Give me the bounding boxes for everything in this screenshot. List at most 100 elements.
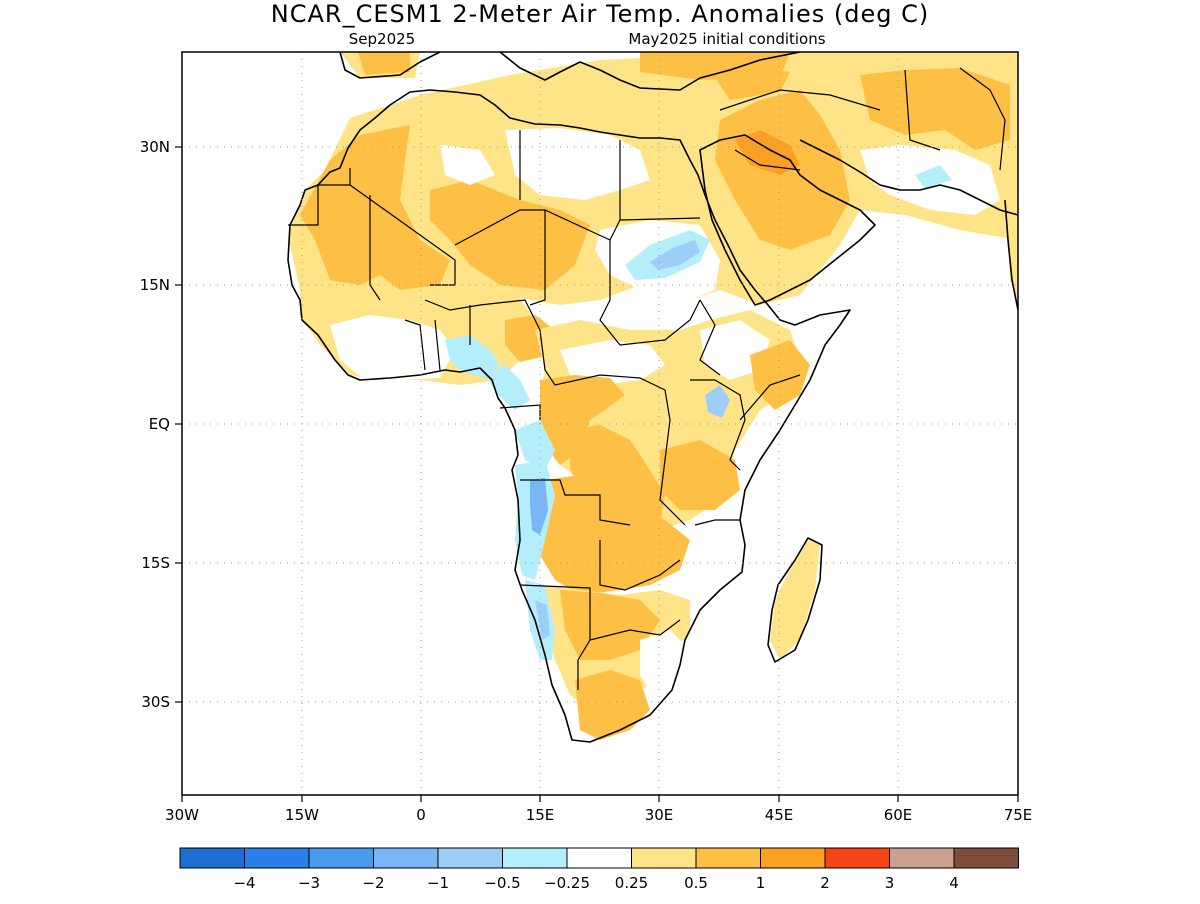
anomaly-region-sahara-neutral [440, 145, 495, 185]
border-line [699, 299, 721, 376]
lon-label-15e: 15E [526, 806, 555, 824]
anomaly-region-namibia-warm [560, 590, 660, 660]
colorbar-swatch [244, 847, 310, 869]
border-line [739, 374, 801, 421]
colorbar-swatch [373, 847, 439, 869]
colorbar: −4 −3 −2 −1 −0.5 −0.25 0.25 0.5 1 2 3 4 [179, 847, 1019, 892]
anomaly-region-cameroon-cool [485, 365, 530, 410]
border-line [404, 319, 426, 371]
anomaly-field-layer [288, 52, 1018, 740]
anomaly-region-angola-coast-cooler [530, 478, 548, 535]
border-line [288, 168, 351, 226]
anomaly-region-turkey [710, 65, 790, 100]
colorbar-swatch [631, 847, 697, 869]
border-line [499, 404, 541, 420]
border-line [539, 329, 666, 391]
map-subtitle-init: May2025 initial conditions [628, 30, 825, 48]
colorbar-swatch [566, 847, 632, 869]
colorbar-label: 3 [885, 874, 895, 892]
anomaly-region-iraq [735, 130, 800, 175]
tick-marks [175, 146, 1019, 802]
gulf-coastline [799, 139, 1018, 216]
anomaly-region-south-africa-neutral [640, 630, 690, 700]
arabia-coastline [699, 134, 876, 306]
anomaly-region-horn-warm [750, 340, 810, 410]
anomaly-region-india-warm [1005, 200, 1018, 300]
colorbar-label: −4 [233, 874, 255, 892]
lon-label-30w: 30W [165, 806, 199, 824]
border-line [520, 479, 631, 526]
colorbar-swatch [502, 847, 568, 869]
colorbar-swatch [760, 847, 826, 869]
border-line [529, 210, 546, 306]
border-line [519, 584, 591, 640]
lon-label-60e: 60E [884, 806, 913, 824]
border-line [599, 540, 681, 591]
latitude-labels: 30N 15N EQ 15S 30S [140, 138, 170, 711]
map-title: NCAR_CESM1 2-Meter Air Temp. Anomalies (… [271, 0, 929, 28]
colorbar-swatch [308, 847, 374, 869]
colorbar-swatch [889, 847, 955, 869]
border-line [454, 209, 701, 246]
border-line [577, 639, 591, 690]
anomaly-region-namibia-coast-cooler [535, 600, 550, 640]
colorbar-swatch [437, 847, 503, 869]
colorbar-label: 2 [820, 874, 830, 892]
border-line [904, 69, 941, 151]
anomaly-region-ghana-nigeria-cool [445, 335, 500, 378]
colorbar-label: −2 [362, 874, 384, 892]
colorbar-swatch [179, 847, 245, 869]
madagascar-coastline [767, 537, 823, 663]
border-line [424, 299, 541, 331]
lon-label-15w: 15W [285, 806, 319, 824]
border-line [719, 89, 881, 111]
anomaly-region-angola-zambia [540, 475, 690, 595]
anomaly-region-east-africa-warm [660, 440, 740, 510]
anomaly-region-car-neutral [560, 340, 665, 385]
colorbar-swatch [824, 847, 890, 869]
colorbar-label: 4 [949, 874, 959, 892]
colorbar-label: −0.5 [484, 874, 520, 892]
anomaly-region-libya-neutral [505, 128, 650, 200]
anomaly-region-sudan-cooler [650, 240, 700, 270]
colorbar-swatch [695, 847, 761, 869]
lon-label-45e: 45E [765, 806, 794, 824]
anomaly-region-madagascar [770, 540, 820, 660]
colorbar-label: 1 [756, 874, 766, 892]
anomaly-region-mozambique [690, 530, 745, 600]
border-line [959, 67, 1006, 171]
lat-label-30n: 30N [140, 138, 170, 156]
border-line [694, 519, 740, 526]
anomaly-region-morocco-algeria [300, 125, 450, 290]
lat-label-30s: 30S [141, 693, 170, 711]
lon-label-30e: 30E [645, 806, 674, 824]
anomaly-region-lake-victoria-cool [705, 385, 730, 418]
colorbar-label: −0.25 [544, 874, 590, 892]
coastline-layer [287, 52, 1018, 743]
lat-label-15s: 15S [141, 554, 170, 572]
border-line [369, 195, 381, 301]
anomaly-region-south-africa-warm [575, 670, 650, 740]
colorbar-label: −1 [427, 874, 449, 892]
anomaly-region-europe-top-orange [358, 52, 410, 75]
border-line [589, 619, 681, 641]
colorbar-label: 0.5 [684, 874, 708, 892]
anomaly-region-algeria-east [430, 180, 590, 290]
colorbar-swatch [953, 847, 1019, 869]
border-line [690, 379, 746, 471]
lon-label-0: 0 [416, 806, 426, 824]
graticule-layer [182, 52, 1018, 795]
border-line [599, 240, 701, 346]
border-line [434, 319, 441, 371]
lat-label-15n: 15N [140, 276, 170, 294]
map-subtitle-month: Sep2025 [349, 30, 415, 48]
border-line [659, 389, 686, 526]
europe-coastline [339, 52, 441, 79]
africa-coastline [287, 89, 851, 743]
anomaly-region-gabon-cool [515, 420, 555, 470]
india-coastline [1004, 199, 1018, 311]
lon-label-75e: 75E [1004, 806, 1033, 824]
border-line [734, 149, 801, 171]
lat-label-eq: EQ [149, 415, 170, 433]
